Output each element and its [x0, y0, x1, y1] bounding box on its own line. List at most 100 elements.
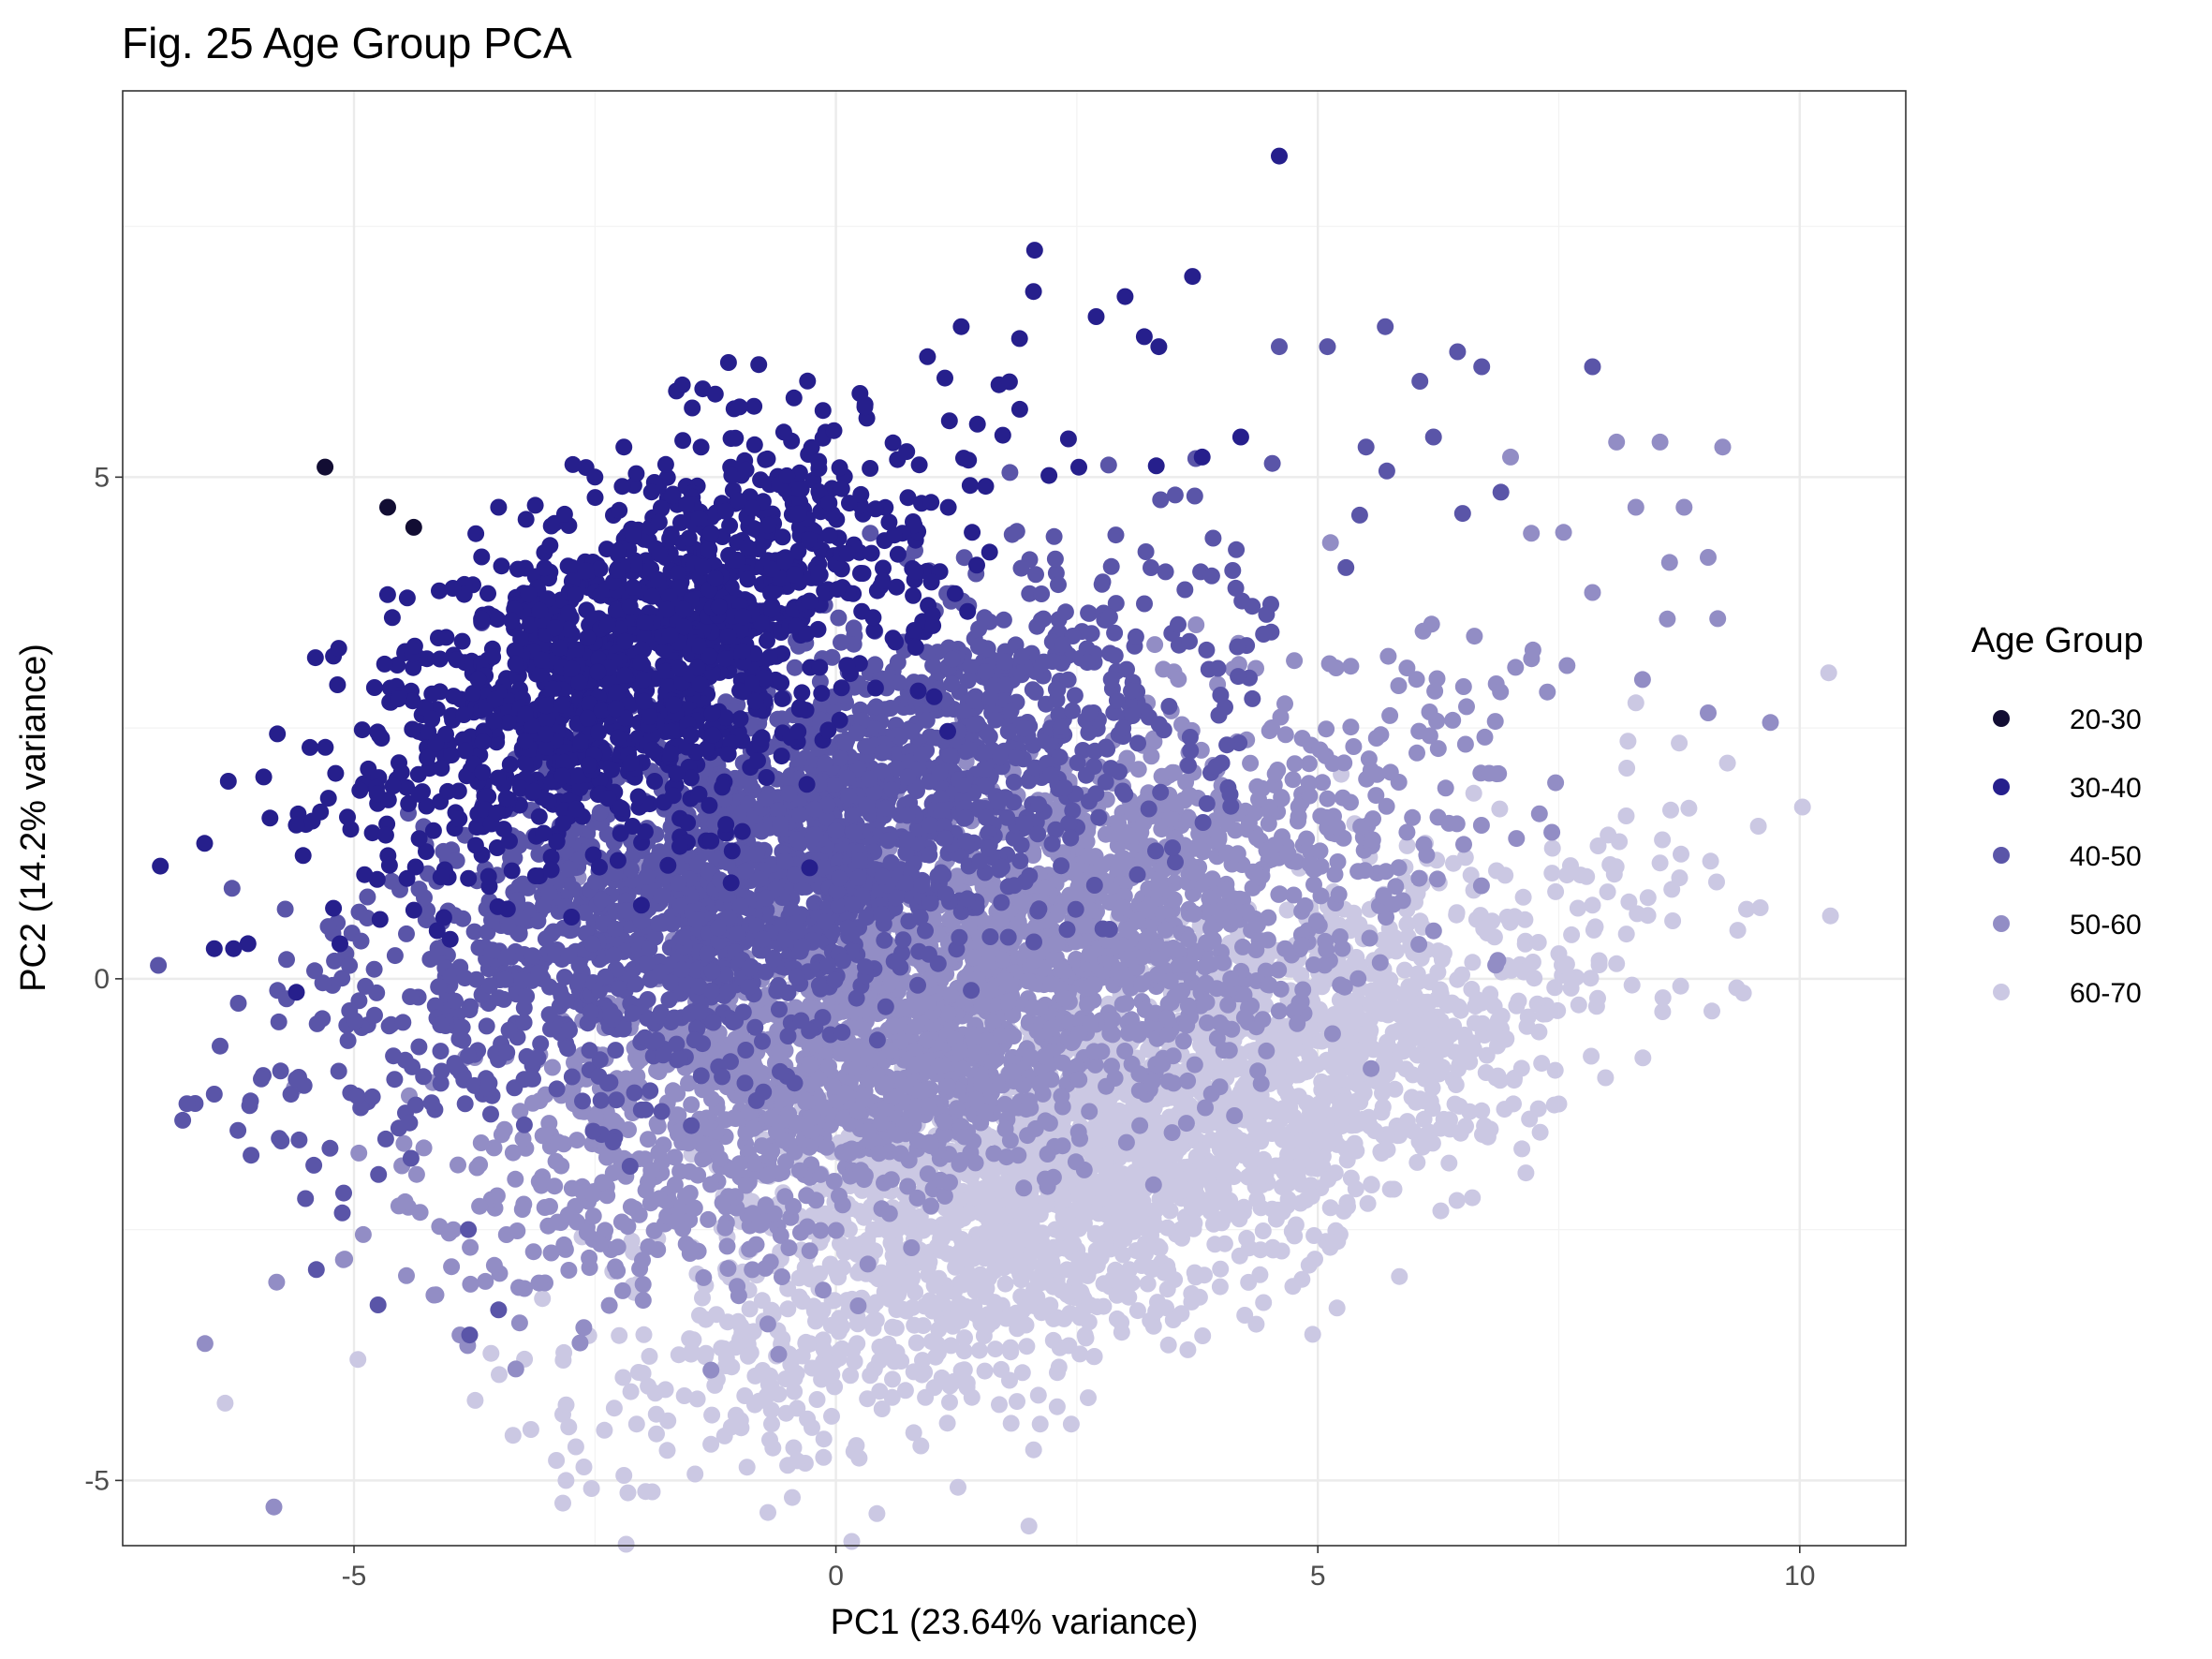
- data-point: [1002, 1415, 1020, 1432]
- data-point: [622, 1383, 640, 1400]
- data-point: [1563, 926, 1581, 943]
- data-point: [822, 1316, 840, 1334]
- data-point: [1018, 1338, 1036, 1355]
- data-point: [1491, 800, 1509, 818]
- data-point: [524, 1094, 541, 1112]
- data-point: [504, 1144, 522, 1162]
- data-point: [966, 1236, 984, 1253]
- data-point: [1197, 1099, 1214, 1117]
- data-point: [1313, 1081, 1331, 1099]
- data-point: [651, 1190, 669, 1207]
- data-point: [1338, 1151, 1356, 1169]
- data-point: [1539, 683, 1556, 701]
- data-point: [1633, 671, 1651, 689]
- data-point: [1159, 1336, 1177, 1354]
- data-point: [925, 1379, 943, 1397]
- data-point: [1055, 989, 1073, 1007]
- data-point: [942, 1337, 960, 1355]
- data-point: [1485, 998, 1503, 1015]
- data-point: [1164, 763, 1181, 781]
- data-point: [513, 1201, 531, 1218]
- data-point: [1204, 1178, 1222, 1196]
- data-point: [1293, 1270, 1311, 1288]
- data-point: [1428, 670, 1446, 688]
- data-point: [1448, 1192, 1466, 1209]
- data-point: [1279, 1175, 1297, 1192]
- data-point: [1366, 1122, 1384, 1140]
- data-point: [683, 1096, 700, 1114]
- data-point: [736, 1387, 754, 1404]
- data-point: [902, 1274, 919, 1292]
- data-point: [1143, 1226, 1159, 1244]
- data-point: [1157, 921, 1174, 939]
- data-point: [1301, 1047, 1319, 1065]
- data-point: [954, 1209, 972, 1227]
- data-point: [779, 1457, 797, 1474]
- data-point: [1187, 1186, 1205, 1204]
- data-point: [1329, 853, 1347, 870]
- data-point: [571, 1334, 589, 1352]
- data-point: [1582, 970, 1600, 987]
- data-point: [1134, 1192, 1152, 1210]
- data-point: [996, 1120, 1014, 1138]
- data-point: [1331, 928, 1349, 945]
- data-point: [1386, 1055, 1404, 1073]
- data-point: [848, 1335, 866, 1353]
- data-point: [581, 1249, 598, 1266]
- data-point: [1384, 1024, 1402, 1042]
- data-point: [714, 1193, 731, 1211]
- data-point: [939, 1005, 957, 1023]
- data-point: [1483, 912, 1501, 930]
- data-point: [1273, 1242, 1290, 1260]
- data-point: [1020, 1518, 1038, 1535]
- data-point: [354, 1225, 372, 1243]
- data-point: [1065, 1263, 1083, 1281]
- data-point: [1374, 971, 1392, 989]
- data-point: [1368, 765, 1386, 783]
- data-point: [450, 1156, 466, 1174]
- data-point: [1013, 1364, 1031, 1382]
- data-point: [1015, 1179, 1033, 1197]
- data-point: [1662, 801, 1679, 819]
- data-point: [1226, 1107, 1244, 1124]
- data-point: [892, 1145, 909, 1163]
- data-point: [1546, 1061, 1564, 1079]
- data-point: [1235, 985, 1253, 1003]
- data-point: [1335, 1202, 1352, 1220]
- data-point: [1247, 1315, 1265, 1333]
- data-point: [634, 1276, 652, 1294]
- data-point: [349, 1351, 367, 1369]
- data-point: [584, 1207, 602, 1225]
- data-point: [334, 1251, 352, 1268]
- data-point: [686, 1465, 704, 1483]
- data-point: [966, 1154, 984, 1172]
- data-point: [1487, 1069, 1505, 1087]
- data-point: [1680, 799, 1698, 817]
- data-point: [1154, 1055, 1172, 1073]
- data-point: [1107, 1261, 1124, 1279]
- data-point: [1071, 1345, 1089, 1363]
- data-point: [534, 1290, 552, 1308]
- data-point: [908, 1189, 926, 1207]
- data-point: [1187, 1148, 1205, 1165]
- data-point: [1361, 929, 1379, 947]
- data-point: [647, 1405, 665, 1423]
- data-point: [733, 1321, 751, 1339]
- data-point: [1134, 1134, 1152, 1152]
- data-point: [948, 1100, 966, 1118]
- data-point: [1324, 755, 1342, 772]
- data-point: [1543, 839, 1561, 857]
- data-point: [1303, 1188, 1320, 1205]
- data-point: [1373, 1104, 1391, 1121]
- data-point: [1321, 1199, 1339, 1217]
- data-point: [1120, 1288, 1138, 1306]
- data-point: [1260, 815, 1277, 833]
- data-point: [1105, 1196, 1122, 1214]
- data-point: [1618, 760, 1636, 777]
- data-point: [1054, 1054, 1071, 1072]
- data-point: [702, 1435, 720, 1453]
- data-point: [1080, 1313, 1098, 1331]
- data-point: [1444, 711, 1462, 729]
- data-point: [941, 1393, 958, 1411]
- data-point: [1584, 896, 1601, 914]
